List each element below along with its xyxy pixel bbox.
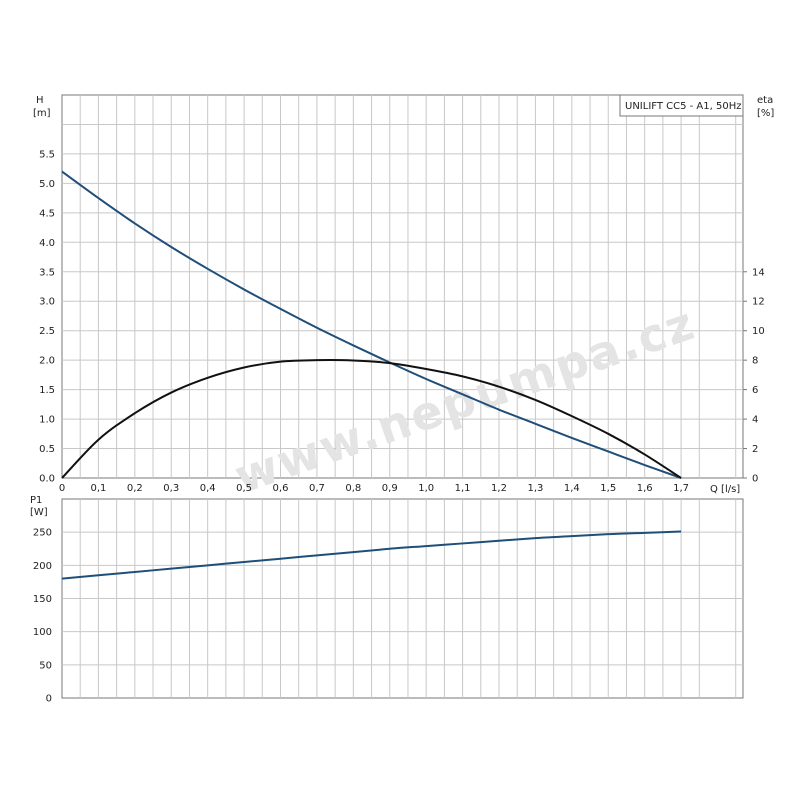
x-tick-label: 0,5 xyxy=(236,483,252,494)
y-left-tick-label: 4.0 xyxy=(39,238,55,249)
y-right-axis-unit: [%] xyxy=(757,108,774,119)
x-tick-label: 0,3 xyxy=(163,483,179,494)
x-tick-label: 0,9 xyxy=(382,483,398,494)
plot-frame-top xyxy=(61,94,744,479)
y-left-tick-label-bottom: 50 xyxy=(39,660,52,671)
y-left-tick-label-bottom: 200 xyxy=(33,561,52,572)
x-tick-label: 0,7 xyxy=(309,483,325,494)
y-right-tick-labels: 0 2 4 6 8 10 12 14 xyxy=(743,267,765,485)
x-axis-label: Q [l/s] xyxy=(710,484,740,495)
y-right-tick-label: 8 xyxy=(752,356,758,367)
y-right-tick-label: 2 xyxy=(752,444,758,455)
y-right-tick-label: 6 xyxy=(752,385,758,396)
y-left-tick-label: 2.5 xyxy=(39,326,55,337)
y-left-tick-label: 3.5 xyxy=(39,267,55,278)
x-tick-label: 0,8 xyxy=(345,483,361,494)
y-left-tick-label: 1.5 xyxy=(39,385,55,396)
y-left-tick-label: 0.5 xyxy=(39,444,55,455)
y-left-tick-label: 5.0 xyxy=(39,179,55,190)
series-lines-top xyxy=(61,170,682,479)
x-tick-labels: 0 0,1 0,2 0,3 0,4 0,5 0,6 0,7 0,8 0,9 1,0 1,1 1,2 1,3… xyxy=(59,483,689,494)
x-tick-label: 1,2 xyxy=(491,483,507,494)
head-efficiency-panel: www.nepumpa.cz 0 0,1 0,2 0,3 0,4 0,5 0,6 0,7 0,8… xyxy=(33,94,774,504)
legend-box xyxy=(619,94,744,117)
x-tick-label: 1,7 xyxy=(673,483,689,494)
x-tick-label: 1,5 xyxy=(600,483,616,494)
y-left-tick-label: 2.0 xyxy=(39,356,55,367)
y-right-axis-name: eta xyxy=(757,95,773,106)
x-tick-label: 1,6 xyxy=(637,483,653,494)
y-left-tick-label-bottom: 150 xyxy=(33,594,52,605)
x-tick-label: 1,3 xyxy=(527,483,543,494)
y-left-tick-label-bottom: 0 xyxy=(46,694,52,705)
y-right-tick-label: 0 xyxy=(752,474,758,485)
y-left-tick-label-bottom: 100 xyxy=(33,627,52,638)
x-tick-label: 0,2 xyxy=(127,483,143,494)
y-right-tick-label: 10 xyxy=(752,326,765,337)
x-tick-label: 1,4 xyxy=(564,483,580,494)
y-right-tick-label: 4 xyxy=(752,415,758,426)
x-tick-label: 0,6 xyxy=(273,483,289,494)
y-left-tick-label: 3.0 xyxy=(39,297,55,308)
legend-label: UNILIFT CC5 - A1, 50Hz xyxy=(625,101,741,112)
y-left-tick-label: 4.5 xyxy=(39,208,55,219)
x-tick-label: 0,1 xyxy=(90,483,106,494)
y-left-tick-label: 0.0 xyxy=(39,474,55,485)
head-curve xyxy=(61,170,682,479)
efficiency-curve xyxy=(61,359,682,479)
y-left-tick-label-bottom: 250 xyxy=(33,528,52,539)
grid-top xyxy=(62,95,743,478)
power-panel: 0 50 100 150 200 250 P1 [W] xyxy=(30,495,744,705)
y-left-axis-unit-bottom: [W] xyxy=(30,507,48,518)
y-left-tick-label: 1.0 xyxy=(39,415,55,426)
y-right-tick-label: 14 xyxy=(752,267,765,278)
y-left-axis-unit: [m] xyxy=(33,108,51,119)
y-right-tick-label: 12 xyxy=(752,297,765,308)
series-lines-bottom xyxy=(61,530,682,580)
x-tick-label: 1,0 xyxy=(418,483,434,494)
power-curve xyxy=(61,530,682,580)
y-left-tick-labels: 0.0 0.5 1.0 1.5 2.0 2.5 3.0 3.5 4.0 4.5 5.0 5.5 xyxy=(39,149,55,484)
y-left-axis-name: H xyxy=(36,95,44,106)
x-tick-label: 0,4 xyxy=(200,483,216,494)
x-tick-label: 1,1 xyxy=(455,483,471,494)
y-left-tick-labels-bottom: 0 50 100 150 200 250 xyxy=(33,528,52,705)
y-left-tick-label: 5.5 xyxy=(39,149,55,160)
y-left-axis-name-bottom: P1 xyxy=(30,495,42,506)
grid-bottom xyxy=(62,499,743,698)
x-tick-label: 0 xyxy=(59,483,65,494)
